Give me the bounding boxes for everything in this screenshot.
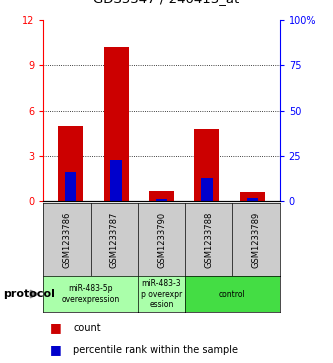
Text: GSM1233786: GSM1233786	[62, 211, 72, 268]
Text: miR-483-3
p overexpr
ession: miR-483-3 p overexpr ession	[141, 279, 182, 309]
Text: protocol: protocol	[3, 289, 55, 299]
Bar	[104, 47, 129, 201]
Text: control: control	[219, 290, 246, 298]
Bar	[156, 199, 167, 201]
Bar	[240, 192, 265, 201]
Text: GSM1233787: GSM1233787	[110, 211, 119, 268]
Bar	[65, 172, 76, 201]
Text: ■: ■	[50, 322, 62, 335]
Text: GDS5347 / 240413_at: GDS5347 / 240413_at	[93, 0, 240, 5]
Bar	[58, 126, 83, 201]
Text: GSM1233788: GSM1233788	[204, 211, 213, 268]
Text: GSM1233790: GSM1233790	[157, 212, 166, 268]
Bar	[194, 129, 219, 201]
Bar	[111, 160, 122, 201]
Bar	[247, 198, 258, 201]
Bar	[149, 191, 174, 201]
Text: GSM1233789: GSM1233789	[251, 212, 261, 268]
Text: ■: ■	[50, 343, 62, 356]
Text: miR-483-5p
overexpression: miR-483-5p overexpression	[62, 284, 120, 304]
Text: percentile rank within the sample: percentile rank within the sample	[73, 345, 238, 355]
Text: count: count	[73, 323, 101, 333]
Bar	[201, 178, 212, 201]
